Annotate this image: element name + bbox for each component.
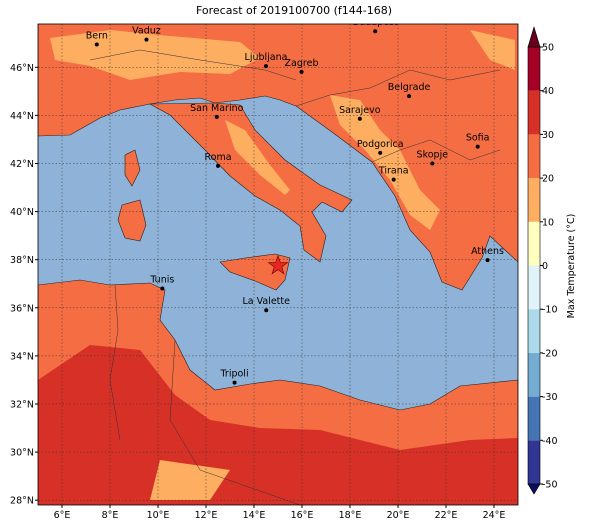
city-label: Roma xyxy=(204,152,231,163)
city-dot xyxy=(94,42,99,47)
city-label: La Valette xyxy=(242,296,290,307)
lat-tick-label: 34°N xyxy=(10,351,34,362)
lon-tick-label: 20°E xyxy=(387,510,410,521)
city-label: Tirana xyxy=(378,166,409,177)
city-dot xyxy=(216,163,220,168)
border xyxy=(109,284,121,441)
colorbar-tick-label: 10 xyxy=(542,217,554,228)
city-label: Zagreb xyxy=(285,58,319,69)
city-dot xyxy=(475,144,480,149)
border xyxy=(295,69,501,107)
colorbar-band xyxy=(528,396,540,441)
italy xyxy=(148,102,353,263)
city-dot xyxy=(485,258,490,263)
city-label: Belgrade xyxy=(388,82,431,93)
map-frame xyxy=(37,23,519,506)
city-label: Bern xyxy=(86,30,108,41)
city-dot xyxy=(378,150,383,155)
lon-tick-label: 22°E xyxy=(435,510,458,521)
lon-tick-label: 16°E xyxy=(291,510,314,521)
lon-tick-label: 24°E xyxy=(483,510,506,521)
lon-tick-label: 18°E xyxy=(339,510,362,521)
border xyxy=(89,49,297,81)
city-label: Tunis xyxy=(149,275,174,286)
lon-tick-label: 14°E xyxy=(243,510,266,521)
city-label: Vaduz xyxy=(132,26,161,37)
colorbar-band xyxy=(528,352,540,397)
city-dot xyxy=(160,286,165,291)
lat-tick-label: 38°N xyxy=(10,255,34,266)
colorbar-label: Max Temperature (°C) xyxy=(566,214,577,319)
city-dot xyxy=(407,94,412,99)
lat-tick-label: 40°N xyxy=(10,207,34,218)
city-label: Ljubljana xyxy=(245,52,288,63)
city-dot xyxy=(299,69,304,74)
colorbar-band xyxy=(528,309,540,353)
highlands xyxy=(330,95,440,230)
city-dot xyxy=(264,308,269,313)
colorbar-tick-label: 50 xyxy=(542,43,554,54)
sardinia xyxy=(117,199,147,242)
city-dot xyxy=(430,161,435,166)
city-label: Tripoli xyxy=(220,369,249,380)
lon-tick-label: 8°E xyxy=(102,510,119,521)
colorbar-tick-label: -10 xyxy=(542,305,558,316)
lat-tick-label: 28°N xyxy=(10,496,34,507)
border xyxy=(169,339,301,505)
colorbar-band xyxy=(528,440,540,484)
lon-tick-label: 6°E xyxy=(54,510,71,521)
colorbar-tick-label: 40 xyxy=(542,86,554,97)
corsica xyxy=(124,149,141,187)
city-label: Sarajevo xyxy=(339,105,381,116)
colorbar-tick-label: -40 xyxy=(542,436,558,447)
colorbar-tick-label: 20 xyxy=(542,174,554,185)
lon-tick-label: 10°E xyxy=(147,510,170,521)
lon-tick-label: 12°E xyxy=(195,510,218,521)
colorbar-band xyxy=(528,265,540,310)
colorbar-band xyxy=(528,134,540,179)
colorbar-extend-high xyxy=(527,25,541,48)
colorbar-band xyxy=(528,178,540,222)
city-dot xyxy=(357,116,362,121)
city-dot xyxy=(373,29,378,34)
colorbar: -50 -40 -30 -20 -10 0 10 20 30 40 50 xyxy=(527,25,558,495)
city-dot xyxy=(214,114,219,119)
location-marker xyxy=(267,254,289,275)
title: Forecast of 2019100700 (f144-168) xyxy=(196,4,392,17)
axes: 6°E 8°E 10°E 12°E 14°E 16°E 18°E 20°E 22°E 24°E 28… xyxy=(10,63,505,521)
city-label: Sofia xyxy=(466,133,490,144)
lat-tick-label: 36°N xyxy=(10,303,34,314)
city-dot xyxy=(144,37,149,42)
grid xyxy=(38,24,518,505)
lat-tick-label: 30°N xyxy=(10,448,34,459)
lat-tick-label: 46°N xyxy=(10,63,34,74)
colorbar-tick-label: -20 xyxy=(542,348,558,359)
lat-tick-label: 32°N xyxy=(10,399,34,410)
city-dot xyxy=(391,177,396,182)
colorbar-tick-label: -30 xyxy=(542,392,558,403)
city-label: Budapest xyxy=(353,17,398,28)
city-label: Skopje xyxy=(417,149,449,160)
colorbar-band xyxy=(528,90,540,135)
city-label: Athens xyxy=(471,246,504,257)
sahara-patch xyxy=(150,460,230,500)
colorbar-tick-label: 0 xyxy=(542,261,548,272)
colorbar-band xyxy=(528,221,540,266)
city-dot xyxy=(264,64,268,69)
lat-tick-label: 42°N xyxy=(10,159,34,170)
city-dot xyxy=(232,380,237,385)
apennines xyxy=(225,120,290,195)
highlands xyxy=(470,30,515,70)
colorbar-band xyxy=(528,47,540,91)
colorbar-tick-label: -50 xyxy=(542,480,558,491)
colorbar-tick-label: 30 xyxy=(542,130,554,141)
city-label: San Marino xyxy=(190,103,243,114)
city-label: Podgorica xyxy=(357,139,404,150)
lat-tick-label: 44°N xyxy=(10,111,34,122)
colorbar-extend-low xyxy=(527,483,541,495)
border xyxy=(371,139,501,163)
